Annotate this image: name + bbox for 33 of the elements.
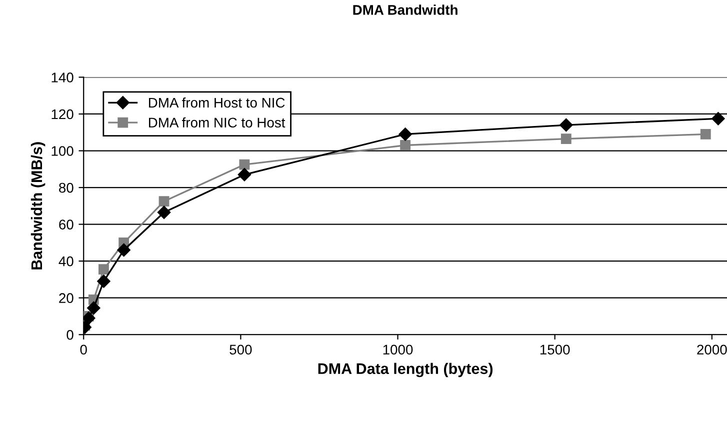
x-tick-label: 1000 (383, 344, 413, 355)
chart-title: DMA Bandwidth (353, 4, 458, 15)
point (158, 196, 170, 207)
y-tick-label: 100 (52, 146, 74, 156)
point (239, 159, 250, 170)
x-tick-label: 500 (230, 344, 252, 355)
point (117, 243, 130, 257)
point (398, 128, 412, 141)
y-axis-title: Bandwidth (MB/s) (30, 142, 46, 270)
point (84, 311, 96, 325)
y-tick-label: 140 (52, 72, 74, 82)
legend-label: DMA from NIC to Host (149, 117, 286, 128)
point (157, 206, 171, 219)
point (700, 129, 711, 140)
point (560, 134, 572, 144)
x-tick-label: 0 (80, 344, 87, 355)
point (712, 112, 725, 126)
y-tick-label: 40 (58, 256, 74, 266)
x-tick-label: 1500 (540, 344, 570, 355)
x-tick-label: 2000 (697, 344, 727, 355)
point (560, 118, 573, 132)
point (98, 264, 109, 275)
legend-label: DMA from Host to NIC (149, 97, 285, 108)
point (400, 140, 411, 150)
y-tick-label: 80 (59, 182, 74, 193)
point (87, 301, 100, 315)
y-tick-label: 60 (59, 220, 74, 230)
point (97, 274, 110, 288)
x-axis-title: DMA Data length (bytes) (318, 362, 493, 378)
y-tick-label: 0 (66, 330, 74, 340)
y-tick-label: 20 (59, 293, 74, 304)
y-tick-label: 120 (52, 109, 74, 120)
point (238, 168, 252, 182)
